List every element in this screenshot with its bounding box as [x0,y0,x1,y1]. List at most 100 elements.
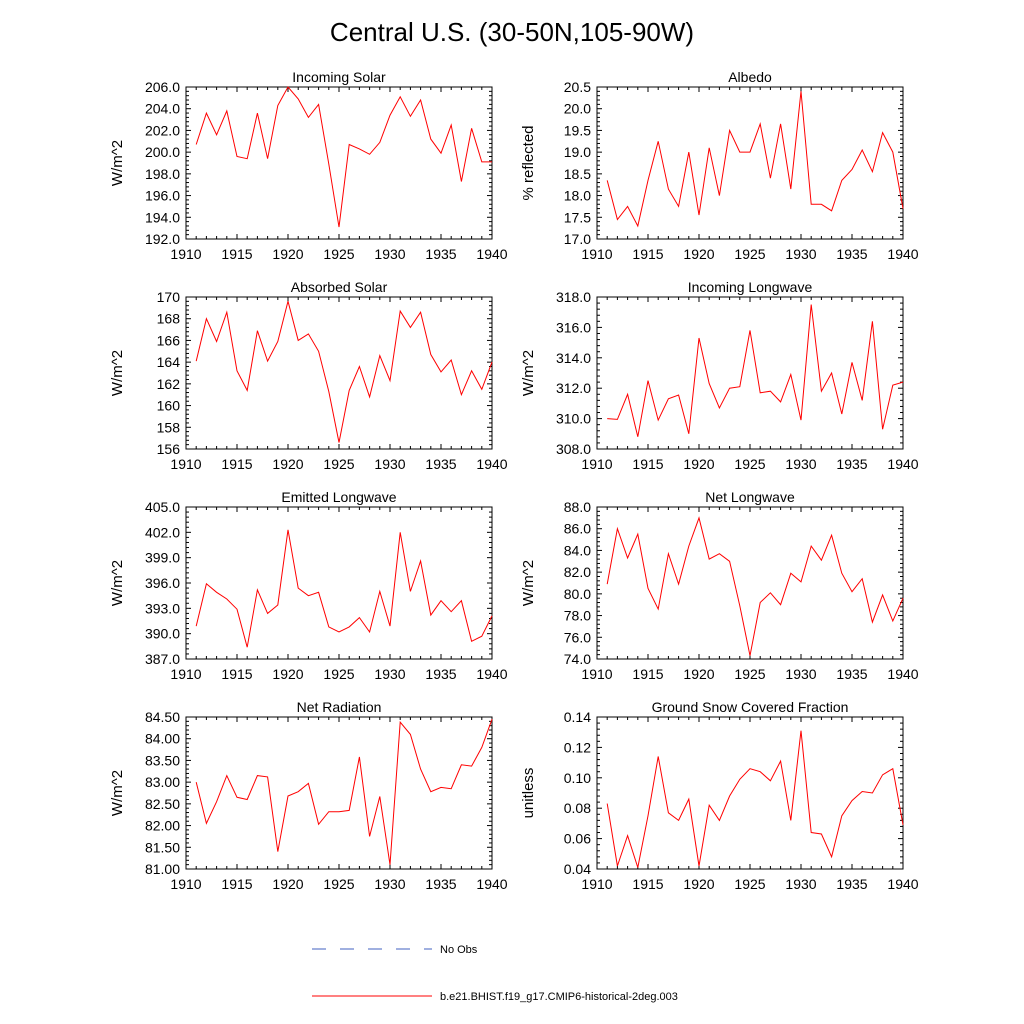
albedo-ytick-label: 17.5 [564,209,591,225]
legend-label-no-obs: No Obs [440,944,478,956]
net-longwave-ytick-label: 80.0 [564,586,591,602]
ground-snow-covered-fraction-series-line [606,730,904,868]
net-longwave-ytick-label: 74.0 [564,651,591,667]
emitted-longwave-series-line [195,529,493,648]
incoming-solar-title: Incoming Solar [292,69,386,85]
net-radiation-xtick-label: 1910 [170,876,201,892]
emitted-longwave-plot-frame [185,506,493,660]
albedo-ytick-label: 18.5 [564,166,591,182]
net-radiation-ylabel: W/m^2 [109,770,126,816]
net-longwave-ytick-label: 88.0 [564,499,591,515]
panel-incoming-solar: Incoming Solar W/m^2 1910 1915 1920 1925 1930 1… [109,69,508,262]
incoming-solar-xtick-label: 1920 [272,246,303,262]
ground-snow-covered-fraction-title: Ground Snow Covered Fraction [652,699,849,715]
absorbed-solar-xtick-label: 1915 [221,456,252,472]
panels: Incoming Solar W/m^2 1910 1915 1920 1925 1930 1… [109,69,919,892]
net-longwave-xtick-label: 1915 [632,666,663,682]
net-radiation-ytick-label: 83.00 [145,774,180,790]
panel-ground-snow-covered-fraction: Ground Snow Covered Fraction unitless 1910… [520,699,919,892]
emitted-longwave-xtick-label: 1930 [374,666,405,682]
incoming-solar-ytick-label: 194.0 [145,209,180,225]
ground-snow-covered-fraction-xtick-label: 1910 [581,876,612,892]
incoming-longwave-series-line [607,304,904,437]
net-radiation-xtick-label: 1920 [272,876,303,892]
panel-albedo: Albedo % reflected 1910 1915 1920 1925 1930 193… [520,69,919,262]
emitted-longwave-ylabel: W/m^2 [109,560,126,606]
albedo-xtick-label: 1930 [785,246,816,262]
albedo-ytick-label: 17.0 [564,231,591,247]
net-radiation-ytick-label: 81.00 [145,861,180,877]
incoming-longwave-xtick-label: 1915 [632,456,663,472]
albedo-ytick-label: 20.5 [564,79,591,95]
net-longwave-ytick-label: 78.0 [564,608,591,624]
panel-net-longwave: Net Longwave W/m^2 1910 1915 1920 1925 1930 193… [520,489,919,682]
albedo-ytick-label: 18.0 [564,188,591,204]
absorbed-solar-ytick-label: 170 [157,289,181,305]
net-longwave-ytick-label: 84.0 [564,542,591,558]
incoming-solar-ytick-label: 192.0 [145,231,180,247]
incoming-solar-xtick-label: 1935 [425,246,456,262]
incoming-solar-xtick-label: 1940 [476,246,507,262]
absorbed-solar-ylabel: W/m^2 [109,350,126,396]
incoming-solar-xtick-label: 1910 [170,246,201,262]
incoming-solar-ytick-label: 196.0 [145,188,180,204]
absorbed-solar-ytick-label: 166 [157,332,181,348]
incoming-longwave-ytick-label: 314.0 [556,350,591,366]
incoming-solar-xtick-label: 1915 [221,246,252,262]
panel-absorbed-solar: Absorbed Solar W/m^2 1910 1915 1920 1925 1930 1… [109,279,508,472]
incoming-solar-ytick-label: 206.0 [145,79,180,95]
absorbed-solar-ytick-label: 162 [157,376,181,392]
net-radiation-title: Net Radiation [297,699,382,715]
absorbed-solar-series-line [195,301,493,443]
albedo-xtick-label: 1925 [734,246,765,262]
net-longwave-plot-frame [596,506,904,660]
incoming-longwave-xtick-label: 1930 [785,456,816,472]
incoming-longwave-title: Incoming Longwave [688,279,813,295]
net-radiation-xtick-label: 1935 [425,876,456,892]
absorbed-solar-xtick-label: 1940 [476,456,507,472]
incoming-longwave-xtick-label: 1940 [887,456,918,472]
net-longwave-xtick-label: 1940 [887,666,918,682]
albedo-xtick-label: 1940 [887,246,918,262]
absorbed-solar-xtick-label: 1925 [323,456,354,472]
incoming-longwave-xtick-label: 1935 [836,456,867,472]
albedo-title: Albedo [728,69,772,85]
ground-snow-covered-fraction-ytick-label: 0.04 [564,861,591,877]
incoming-solar-plot-frame [185,86,493,240]
absorbed-solar-plot-frame [185,296,493,450]
net-longwave-ytick-label: 76.0 [564,629,591,645]
emitted-longwave-ytick-label: 387.0 [145,651,180,667]
ground-snow-covered-fraction-xtick-label: 1940 [887,876,918,892]
emitted-longwave-xtick-label: 1935 [425,666,456,682]
incoming-longwave-ylabel: W/m^2 [520,350,537,396]
net-longwave-ytick-label: 82.0 [564,564,591,580]
legend: No Obs b.e21.BHIST.f19_g17.CMIP6-histori… [312,944,678,1003]
figure-title: Central U.S. (30-50N,105-90W) [330,17,694,47]
incoming-longwave-ytick-label: 312.0 [556,380,591,396]
albedo-xtick-label: 1920 [683,246,714,262]
absorbed-solar-ytick-label: 160 [157,398,181,414]
absorbed-solar-title: Absorbed Solar [291,279,388,295]
net-radiation-ytick-label: 84.50 [145,709,180,725]
incoming-longwave-ytick-label: 310.0 [556,411,591,427]
net-longwave-xtick-label: 1930 [785,666,816,682]
panel-incoming-longwave: Incoming Longwave W/m^2 1910 1915 1920 1925 19… [520,279,919,472]
incoming-solar-xtick-label: 1925 [323,246,354,262]
ground-snow-covered-fraction-plot-frame [596,716,904,870]
emitted-longwave-xtick-label: 1910 [170,666,201,682]
absorbed-solar-ytick-label: 164 [157,354,181,370]
net-longwave-title: Net Longwave [705,489,795,505]
net-radiation-xtick-label: 1925 [323,876,354,892]
net-radiation-xtick-label: 1940 [476,876,507,892]
albedo-plot-frame [596,86,904,240]
ground-snow-covered-fraction-ytick-label: 0.08 [564,800,591,816]
ground-snow-covered-fraction-xtick-label: 1925 [734,876,765,892]
net-longwave-xtick-label: 1920 [683,666,714,682]
emitted-longwave-title: Emitted Longwave [281,489,396,505]
net-radiation-xtick-label: 1915 [221,876,252,892]
incoming-longwave-ytick-label: 316.0 [556,319,591,335]
albedo-ytick-label: 19.0 [564,144,591,160]
incoming-solar-ytick-label: 204.0 [145,101,180,117]
ground-snow-covered-fraction-ytick-label: 0.12 [564,739,591,755]
